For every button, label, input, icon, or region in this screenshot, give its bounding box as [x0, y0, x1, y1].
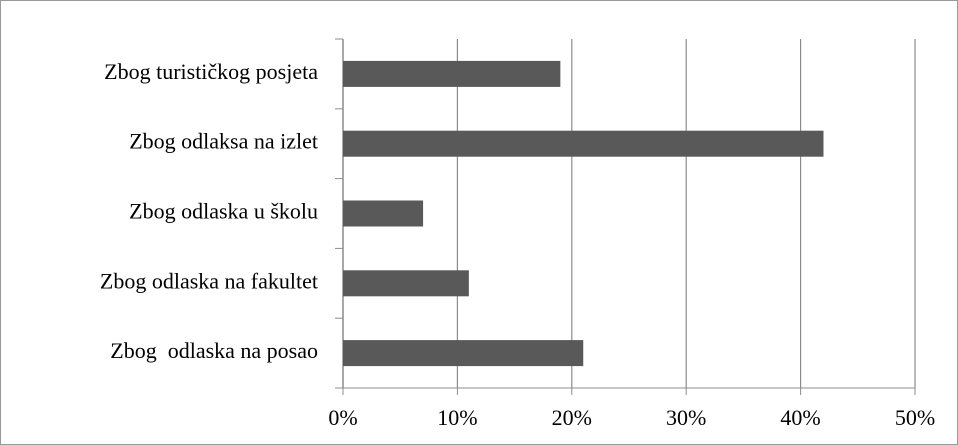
x-tick-label: 0% — [328, 405, 357, 430]
x-tick-label: 50% — [895, 405, 935, 430]
bar — [343, 130, 824, 157]
y-tick-label: Zbog odlaska na fakultet — [100, 268, 318, 293]
bar — [343, 200, 424, 227]
x-tick-label: 40% — [780, 405, 820, 430]
y-tick-label: Zbog odlaksa na izlet — [129, 129, 318, 154]
y-tick-label: Zbog turističkog posjeta — [104, 59, 318, 84]
x-tick-label: 30% — [666, 405, 706, 430]
x-tick-label: 20% — [552, 405, 592, 430]
y-tick-label: Zbog odlaska u školu — [129, 199, 318, 224]
bar — [343, 340, 584, 367]
x-tick-label: 10% — [437, 405, 477, 430]
bar — [343, 60, 561, 87]
y-tick-label: Zbog odlaska na posao — [110, 338, 318, 363]
bar — [343, 270, 469, 297]
